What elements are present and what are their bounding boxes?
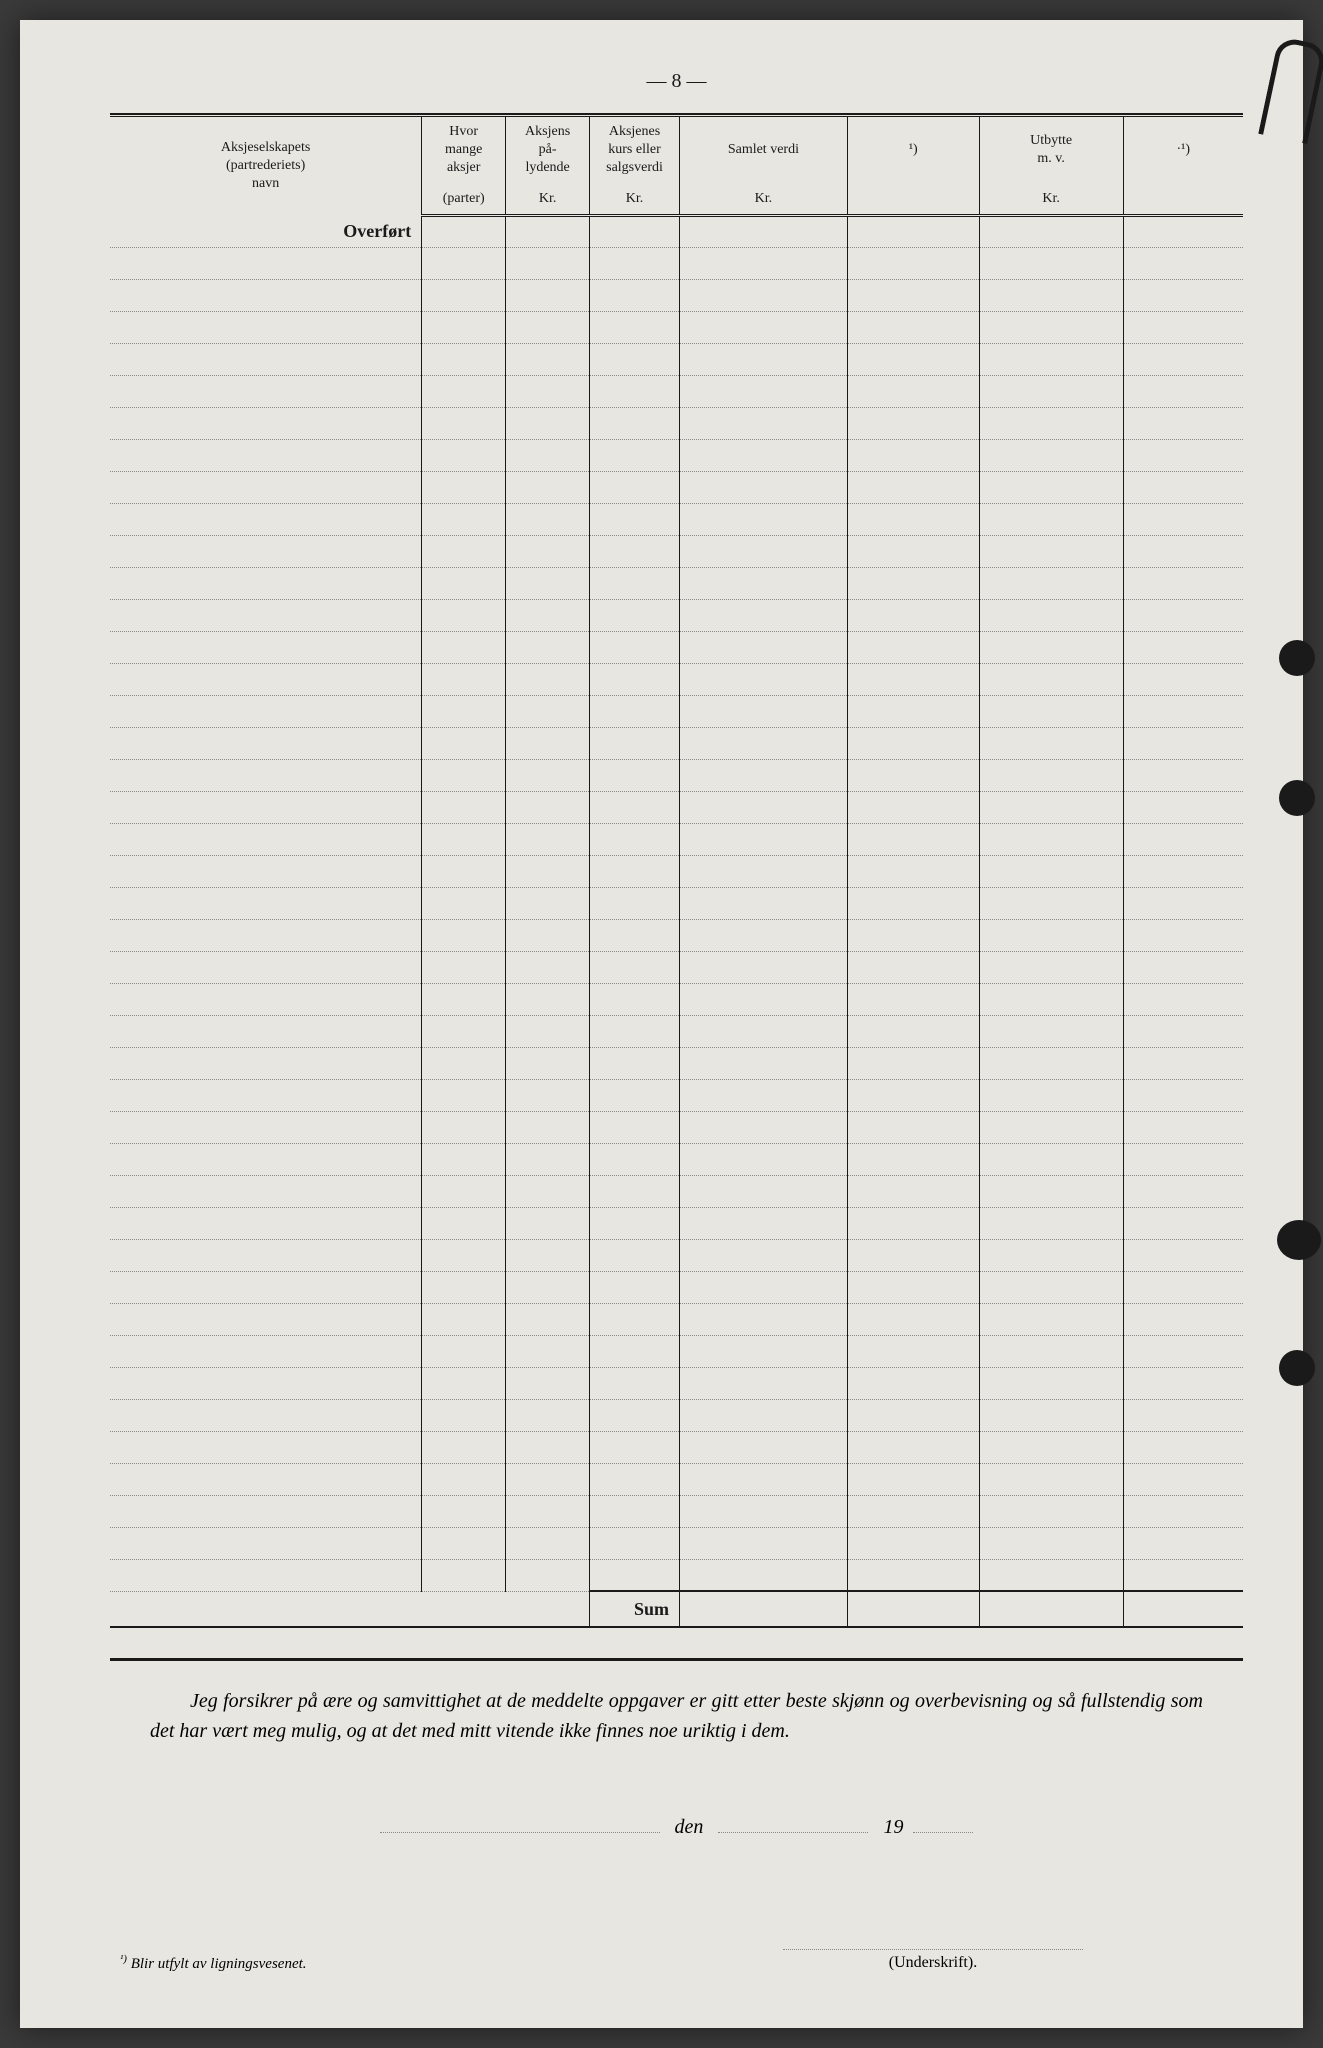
table-row	[110, 759, 1243, 791]
table-header: Aksjeselskapets (partrederiets) navn Hvo…	[110, 117, 1243, 215]
table-row	[110, 535, 1243, 567]
table-row	[110, 1495, 1243, 1527]
punch-hole	[1279, 780, 1315, 816]
table-row	[110, 919, 1243, 951]
overfort-label: Overført	[110, 215, 422, 247]
col-unit-mange: (parter)	[422, 184, 506, 216]
table-row	[110, 407, 1243, 439]
table-row	[110, 1303, 1243, 1335]
sum-row: Sum	[110, 1591, 1243, 1627]
table-row	[110, 503, 1243, 535]
declaration-text: Jeg forsikrer på ære og samvittighet at …	[150, 1686, 1203, 1746]
col-header-blank1: ¹)	[847, 117, 979, 184]
col-header-kurs: Aksjenes kurs eller salgsverdi	[590, 117, 680, 184]
table-row	[110, 1239, 1243, 1271]
sum-label: Sum	[590, 1591, 680, 1627]
col-header-utbytte: Utbytte m. v.	[979, 117, 1123, 184]
punch-hole	[1279, 1350, 1315, 1386]
table-row	[110, 1175, 1243, 1207]
date-blank-year	[913, 1832, 973, 1833]
table-row	[110, 439, 1243, 471]
col-unit-blank2	[1123, 184, 1243, 216]
table-row	[110, 695, 1243, 727]
table-row	[110, 855, 1243, 887]
table-row	[110, 951, 1243, 983]
table-row	[110, 1015, 1243, 1047]
table-row	[110, 247, 1243, 279]
table-row	[110, 727, 1243, 759]
page-number: — 8 —	[110, 70, 1243, 93]
den-label: den	[675, 1816, 704, 1839]
col-unit-lydende: Kr.	[506, 184, 590, 216]
document-page: — 8 — Aksjeselskapets (partrederiets) na…	[20, 20, 1303, 2028]
table-row	[110, 1399, 1243, 1431]
table-row	[110, 1431, 1243, 1463]
table-row	[110, 599, 1243, 631]
footnote-marker: ¹)	[120, 1953, 127, 1965]
table-row	[110, 1143, 1243, 1175]
col-unit-utbytte: Kr.	[979, 184, 1123, 216]
table-row	[110, 343, 1243, 375]
col-header-navn: Aksjeselskapets (partrederiets) navn	[110, 117, 422, 215]
table-row	[110, 311, 1243, 343]
table-row	[110, 1527, 1243, 1559]
col-unit-blank1	[847, 184, 979, 216]
col-unit-kurs: Kr.	[590, 184, 680, 216]
table-row	[110, 567, 1243, 599]
table-row	[110, 1335, 1243, 1367]
year-prefix: 19	[883, 1816, 903, 1839]
table-row	[110, 1111, 1243, 1143]
col-unit-samlet: Kr.	[679, 184, 847, 216]
table-row	[110, 1271, 1243, 1303]
table-row	[110, 823, 1243, 855]
table-row	[110, 887, 1243, 919]
footnote: ¹) Blir utfylt av ligningsvesenet.	[120, 1953, 307, 1973]
bottom-rule	[110, 1658, 1243, 1661]
overfort-row: Overført	[110, 215, 1243, 247]
date-blank-day	[718, 1832, 868, 1833]
table-row	[110, 279, 1243, 311]
table-row	[110, 631, 1243, 663]
table-row	[110, 1559, 1243, 1591]
ledger-table: Aksjeselskapets (partrederiets) navn Hvo…	[110, 117, 1243, 1628]
table-row	[110, 663, 1243, 695]
table-row	[110, 1047, 1243, 1079]
punch-hole	[1277, 1220, 1321, 1260]
table-body: Overført	[110, 215, 1243, 1591]
paperclip	[1258, 36, 1323, 144]
col-header-samlet: Samlet verdi	[679, 117, 847, 184]
punch-hole	[1279, 640, 1315, 676]
col-header-lydende: Aksjens på- lydende	[506, 117, 590, 184]
col-header-blank2: ·¹)	[1123, 117, 1243, 184]
col-header-mange: Hvor mange aksjer	[422, 117, 506, 184]
footnote-text: Blir utfylt av ligningsvesenet.	[131, 1956, 307, 1972]
table-row	[110, 471, 1243, 503]
table-row	[110, 983, 1243, 1015]
table-row	[110, 375, 1243, 407]
table-row	[110, 1463, 1243, 1495]
signature-label: (Underskrift).	[783, 1949, 1083, 1972]
table-row	[110, 791, 1243, 823]
date-blank-place	[380, 1832, 660, 1833]
table-row	[110, 1367, 1243, 1399]
date-line: den 19	[110, 1816, 1243, 1839]
table-row	[110, 1207, 1243, 1239]
table-row	[110, 1079, 1243, 1111]
